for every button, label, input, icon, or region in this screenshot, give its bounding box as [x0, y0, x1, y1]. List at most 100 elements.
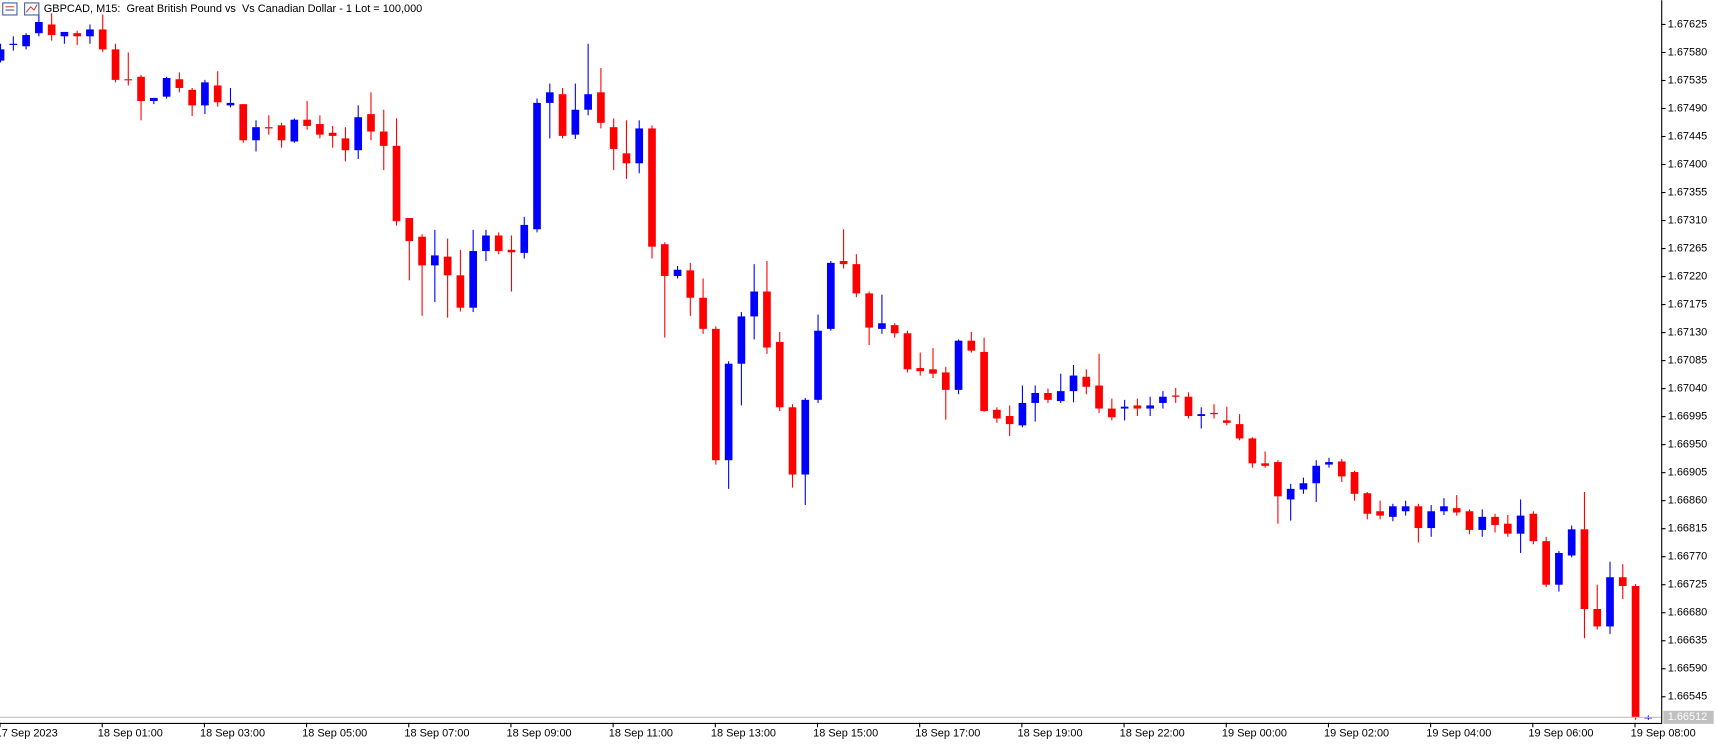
candle-body	[1133, 405, 1142, 409]
x-tick-label: 18 Sep 11:00	[609, 728, 673, 740]
icon	[25, 4, 38, 13]
candle-body	[290, 119, 299, 142]
y-tick-label: 1.67580	[1668, 46, 1708, 58]
candle-body	[379, 131, 388, 146]
candle-body	[533, 102, 541, 230]
candle-body	[1465, 511, 1474, 530]
candle-body	[1542, 541, 1550, 585]
y-tick-label: 1.66680	[1668, 607, 1708, 619]
candle-body	[213, 85, 222, 103]
y-tick-label: 1.67445	[1668, 130, 1708, 142]
y-tick-label: 1.67265	[1668, 242, 1708, 254]
candle-body	[648, 128, 656, 247]
candle-body	[980, 351, 988, 412]
candle-body	[354, 117, 363, 151]
candle-body	[1056, 391, 1065, 402]
candle-body	[507, 249, 516, 253]
candle-body	[1261, 463, 1269, 466]
y-tick-label: 1.67130	[1668, 326, 1708, 338]
candle-body	[1363, 493, 1372, 514]
candle-body	[341, 138, 350, 151]
y-tick-label: 1.66770	[1668, 551, 1708, 563]
candle-body	[1325, 462, 1333, 465]
candle-body	[1171, 395, 1180, 397]
candle-body	[1414, 506, 1423, 529]
candle-body	[890, 325, 899, 334]
candle-body	[226, 102, 235, 106]
price-label-box	[1663, 710, 1714, 724]
candle-body	[277, 125, 286, 141]
candle-body	[967, 340, 976, 351]
toolbar-icons	[2, 2, 40, 16]
candle-body	[0, 49, 5, 61]
candle-body	[392, 145, 401, 222]
candle-body	[852, 264, 861, 294]
x-tick-label: 18 Sep 19:00	[1017, 728, 1082, 740]
candle-body	[201, 82, 209, 106]
candle-body	[673, 269, 682, 276]
candle-body	[916, 368, 925, 372]
candle-body	[929, 369, 937, 374]
candle-body	[1644, 717, 1653, 719]
x-tick-label: 18 Sep 15:00	[813, 728, 878, 740]
candle-body	[1018, 402, 1027, 426]
candle-body	[801, 399, 810, 475]
candle-body	[1210, 412, 1218, 415]
candle-body	[1401, 506, 1410, 512]
y-tick-label: 1.67040	[1668, 383, 1708, 395]
y-tick-label: 1.67175	[1668, 298, 1708, 310]
candle-body	[137, 76, 145, 102]
candle-body	[1299, 483, 1308, 490]
candle-body	[737, 316, 746, 364]
candle-body	[98, 29, 107, 50]
x-tick-label: 18 Sep 09:00	[507, 728, 572, 740]
y-tick-label: 1.67400	[1668, 158, 1708, 170]
candle-body	[1197, 414, 1206, 417]
y-tick-label: 1.67085	[1668, 355, 1708, 367]
candle-body	[1248, 438, 1257, 464]
candle-body	[494, 235, 503, 252]
x-tick-label: 19 Sep 04:00	[1426, 728, 1491, 740]
candle-body	[584, 94, 592, 110]
candle-body	[1567, 529, 1576, 556]
x-tick-label: 18 Sep 07:00	[404, 728, 469, 740]
candle-body	[1529, 513, 1538, 542]
candle-body	[788, 407, 797, 475]
candle-body	[47, 24, 56, 36]
icon	[24, 2, 40, 16]
candle-body	[443, 256, 452, 276]
candle-body	[1350, 472, 1359, 494]
candle-body	[865, 293, 873, 328]
candle-body	[1235, 424, 1244, 439]
candle-body	[1618, 577, 1627, 586]
candle-body	[775, 341, 784, 408]
candle-body	[1478, 516, 1487, 530]
candle-body	[1491, 516, 1499, 525]
candle-body	[1376, 511, 1384, 516]
candle-body	[1120, 406, 1129, 409]
y-tick-label: 1.66995	[1668, 411, 1708, 423]
candle-body	[1452, 508, 1461, 513]
candle-body	[162, 78, 171, 97]
chart-title: GBPCAD, M15: Great British Pound vs Vs C…	[44, 3, 422, 15]
x-tick-label: 18 Sep 03:00	[200, 728, 265, 740]
y-tick-label: 1.66545	[1668, 691, 1708, 703]
y-tick-label: 1.66635	[1668, 635, 1708, 647]
candle-body	[941, 372, 950, 390]
icon	[2, 2, 18, 16]
y-tick-label: 1.67625	[1668, 18, 1708, 30]
candle-body	[993, 409, 1001, 419]
candle-body	[1593, 608, 1602, 627]
candle-body	[149, 97, 158, 102]
candle-body	[699, 297, 707, 329]
candle-body	[431, 255, 439, 266]
candle-body	[1631, 585, 1640, 718]
candle-body	[635, 128, 644, 164]
candle-body	[35, 21, 43, 34]
candle-body	[954, 340, 963, 390]
candle-body	[328, 132, 337, 136]
candle-body	[1044, 392, 1052, 400]
